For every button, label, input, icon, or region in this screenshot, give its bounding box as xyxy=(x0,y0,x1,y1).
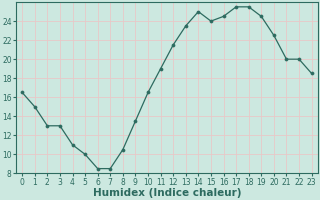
X-axis label: Humidex (Indice chaleur): Humidex (Indice chaleur) xyxy=(93,188,241,198)
